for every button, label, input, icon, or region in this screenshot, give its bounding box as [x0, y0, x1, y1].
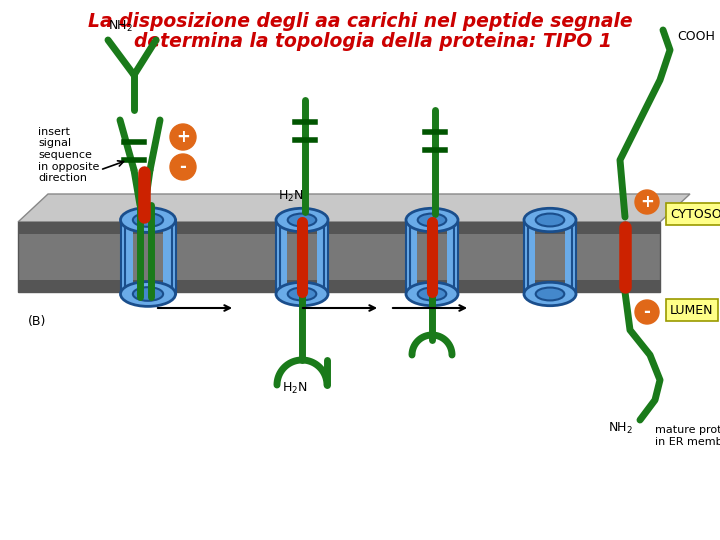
Polygon shape	[564, 220, 576, 294]
Polygon shape	[120, 220, 125, 294]
Text: mature protein
in ER membrane: mature protein in ER membrane	[655, 426, 720, 447]
Polygon shape	[18, 280, 660, 292]
Text: -: -	[644, 303, 650, 321]
Ellipse shape	[406, 208, 458, 232]
Ellipse shape	[536, 213, 564, 226]
Circle shape	[635, 190, 659, 214]
Text: La disposizione degli aa carichi nel peptide segnale: La disposizione degli aa carichi nel pep…	[88, 12, 632, 31]
Polygon shape	[317, 220, 328, 294]
Ellipse shape	[288, 288, 316, 300]
Polygon shape	[454, 220, 458, 294]
Polygon shape	[276, 220, 287, 294]
Polygon shape	[524, 220, 536, 294]
Text: determina la topologia della proteina: TIPO 1: determina la topologia della proteina: T…	[108, 32, 612, 51]
Ellipse shape	[120, 282, 176, 306]
Polygon shape	[572, 220, 576, 294]
Text: LUMEN: LUMEN	[670, 303, 714, 316]
Ellipse shape	[133, 213, 163, 227]
Text: H$_2$N: H$_2$N	[278, 189, 304, 204]
Ellipse shape	[418, 213, 446, 226]
Text: +: +	[176, 128, 190, 146]
Circle shape	[635, 300, 659, 324]
Text: +: +	[640, 193, 654, 211]
Polygon shape	[324, 220, 328, 294]
Text: -: -	[179, 158, 186, 176]
Text: CYTOSOL: CYTOSOL	[670, 207, 720, 220]
Polygon shape	[18, 194, 690, 222]
Ellipse shape	[524, 208, 576, 232]
Ellipse shape	[536, 288, 564, 300]
Polygon shape	[171, 220, 176, 294]
Ellipse shape	[276, 282, 328, 306]
Text: (B): (B)	[28, 315, 46, 328]
Ellipse shape	[133, 287, 163, 301]
Text: H$_2$N: H$_2$N	[282, 381, 307, 396]
Ellipse shape	[418, 288, 446, 300]
Circle shape	[170, 154, 196, 180]
Polygon shape	[120, 220, 132, 294]
Ellipse shape	[288, 213, 316, 226]
Circle shape	[170, 124, 196, 150]
Text: NH$_2$: NH$_2$	[608, 421, 632, 436]
Text: insert
signal
sequence
in opposite
direction: insert signal sequence in opposite direc…	[38, 127, 99, 183]
Ellipse shape	[120, 207, 176, 232]
Polygon shape	[406, 220, 410, 294]
Polygon shape	[524, 220, 528, 294]
Polygon shape	[446, 220, 458, 294]
Polygon shape	[18, 222, 660, 234]
Polygon shape	[276, 220, 280, 294]
Ellipse shape	[406, 282, 458, 306]
Polygon shape	[163, 220, 176, 294]
Text: COOH: COOH	[677, 30, 715, 43]
Ellipse shape	[524, 282, 576, 306]
Text: NH$_2$: NH$_2$	[107, 19, 132, 34]
Ellipse shape	[276, 208, 328, 232]
Polygon shape	[18, 222, 660, 292]
Polygon shape	[406, 220, 418, 294]
